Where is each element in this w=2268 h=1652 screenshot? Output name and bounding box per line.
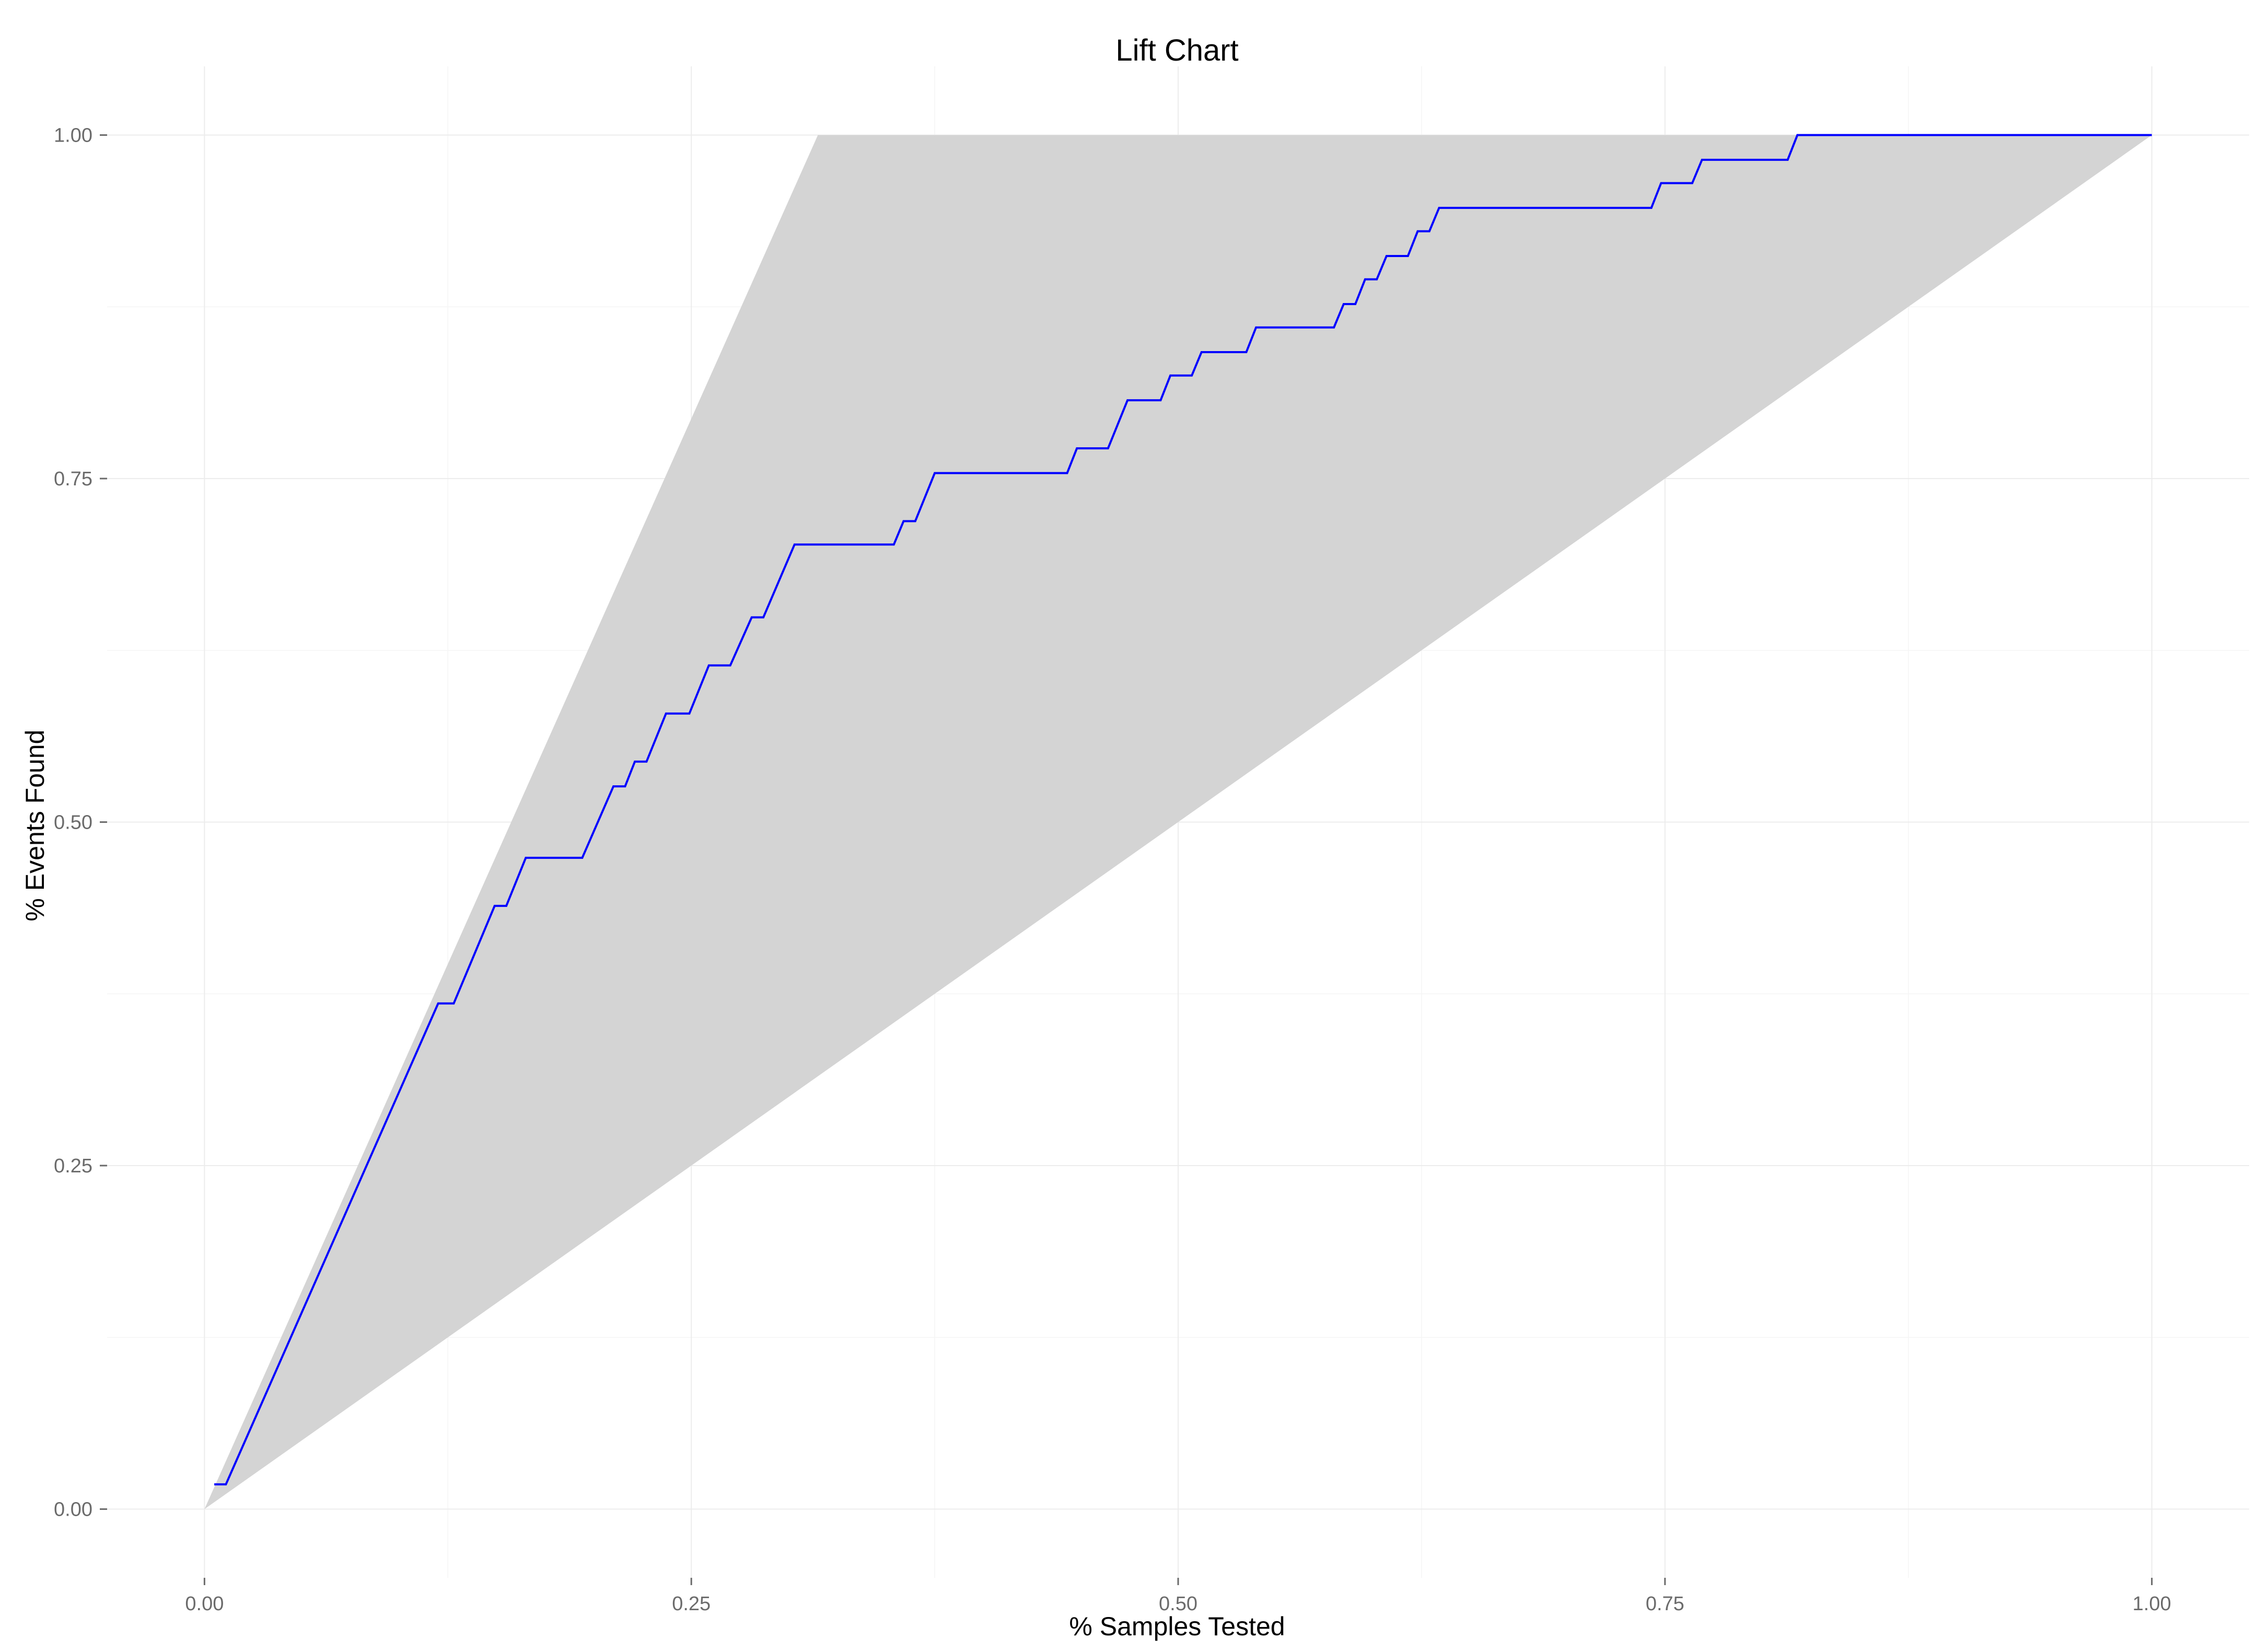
series-layer [214, 134, 2152, 1486]
band-layer [204, 135, 2152, 1509]
x-axis-title: % Samples Tested [1069, 1612, 1285, 1641]
y-tick-label: 0.00 [54, 1499, 92, 1521]
y-tick-label: 0.25 [54, 1155, 92, 1177]
y-tick-label: 1.00 [54, 125, 92, 147]
x-tick-label: 1.00 [2133, 1593, 2171, 1615]
tick-layer: 0.00 0.25 0.50 0.75 1.00 0.00 0.25 0.50 0.75 1.00 [54, 125, 2171, 1615]
x-tick-label: 0.75 [1646, 1593, 1684, 1615]
lift-curve-line [214, 134, 2152, 1486]
x-tick-label: 0.00 [185, 1593, 224, 1615]
chart-title: Lift Chart [1115, 33, 1238, 67]
y-tick-label: 0.50 [54, 812, 92, 834]
lift-band-area [204, 135, 2152, 1509]
x-tick-label: 0.25 [672, 1593, 711, 1615]
y-axis-title: % Events Found [20, 730, 50, 922]
x-tick-label: 0.50 [1159, 1593, 1197, 1615]
y-tick-label: 0.75 [54, 468, 92, 490]
